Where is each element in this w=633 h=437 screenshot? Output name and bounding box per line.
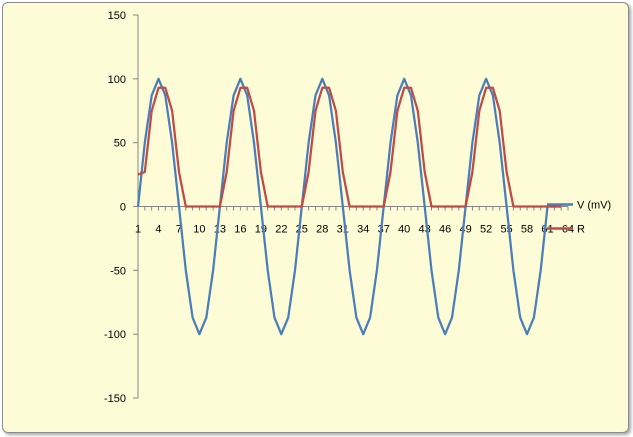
y-tick-label: 100 [108,74,126,86]
legend-label-v: V (mV) [577,200,611,212]
x-tick-label: 16 [234,224,246,236]
series-line-v [136,77,562,336]
y-tick-label: -150 [104,393,126,405]
chart-area [2,2,629,433]
x-tick-label: 49 [459,224,471,236]
x-tick-label: 13 [214,224,226,236]
x-tick-label: 7 [176,224,182,236]
y-tick-label: 0 [120,202,126,214]
x-tick-label: 4 [155,224,161,236]
x-tick-label: 34 [357,224,369,236]
x-tick-label: 55 [500,224,512,236]
y-tick-label: -100 [104,329,126,341]
x-tick-label: 58 [521,224,533,236]
x-tick-label: 37 [378,224,390,236]
legend-label-r: R [577,224,585,236]
x-tick-label: 31 [337,224,349,236]
x-tick-label: 43 [419,224,431,236]
y-tick-label: 50 [114,138,126,150]
series-line-r [137,86,562,208]
x-tick-label: 25 [296,224,308,236]
legend: V (mV) R [547,200,611,236]
x-tick-label: 1 [135,224,141,236]
x-tick-label: 19 [255,224,267,236]
x-tick-label: 52 [480,224,492,236]
x-tick-label: 46 [439,224,451,236]
series-lines [136,77,562,336]
y-tick-label: 150 [108,10,126,22]
y-tick-labels: 150 100 50 0 -50 -100 -150 [104,10,126,405]
x-tick-label: 28 [316,224,328,236]
x-tick-label: 22 [275,224,287,236]
x-tick-label: 10 [193,224,205,236]
y-tick-label: -50 [110,265,126,277]
x-tick-label: 40 [398,224,410,236]
